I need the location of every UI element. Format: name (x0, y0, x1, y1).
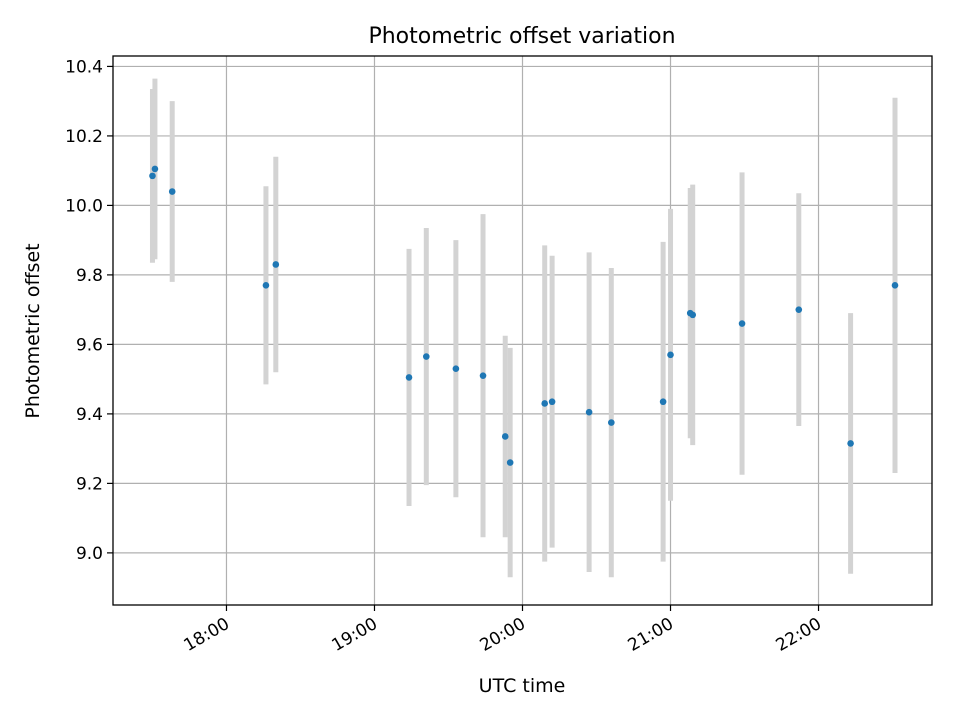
data-point (847, 440, 854, 447)
chart-title: Photometric offset variation (368, 24, 675, 49)
y-axis-label: Photometric offset (22, 243, 44, 418)
data-point (149, 172, 156, 180)
data-point (667, 351, 674, 359)
data-point (541, 400, 549, 407)
data-point (548, 398, 556, 406)
y-tick-label: 10.4 (65, 57, 103, 77)
y-axis: 9.0 9.2 9.4 9.6 9.8 10.0 10.2 10.4 (65, 57, 113, 564)
data-point (738, 320, 746, 327)
y-tick-label: 10.2 (65, 127, 103, 147)
data-point (262, 282, 270, 289)
data-point (405, 374, 413, 381)
y-tick-label: 9.8 (76, 266, 103, 286)
data-point (501, 433, 509, 440)
data-points (149, 165, 899, 466)
data-point (608, 419, 615, 426)
data-point (585, 408, 593, 416)
y-tick-label: 10.0 (65, 196, 103, 216)
y-tick-label: 9.4 (76, 405, 103, 425)
y-tick-label: 9.6 (76, 335, 103, 355)
data-point (689, 311, 697, 319)
data-point (272, 261, 280, 268)
plot-area (112, 55, 933, 606)
data-point (151, 165, 159, 173)
data-point (422, 353, 430, 360)
data-point (506, 459, 514, 466)
y-tick-label: 9.0 (76, 544, 103, 564)
data-point (659, 398, 667, 406)
data-point (168, 188, 176, 195)
data-point (452, 365, 460, 373)
grid (113, 56, 932, 605)
data-point (479, 372, 487, 379)
data-point (795, 306, 803, 313)
y-tick-label: 9.2 (76, 474, 103, 494)
x-axis-label: UTC time (479, 675, 566, 697)
data-point (891, 282, 899, 289)
